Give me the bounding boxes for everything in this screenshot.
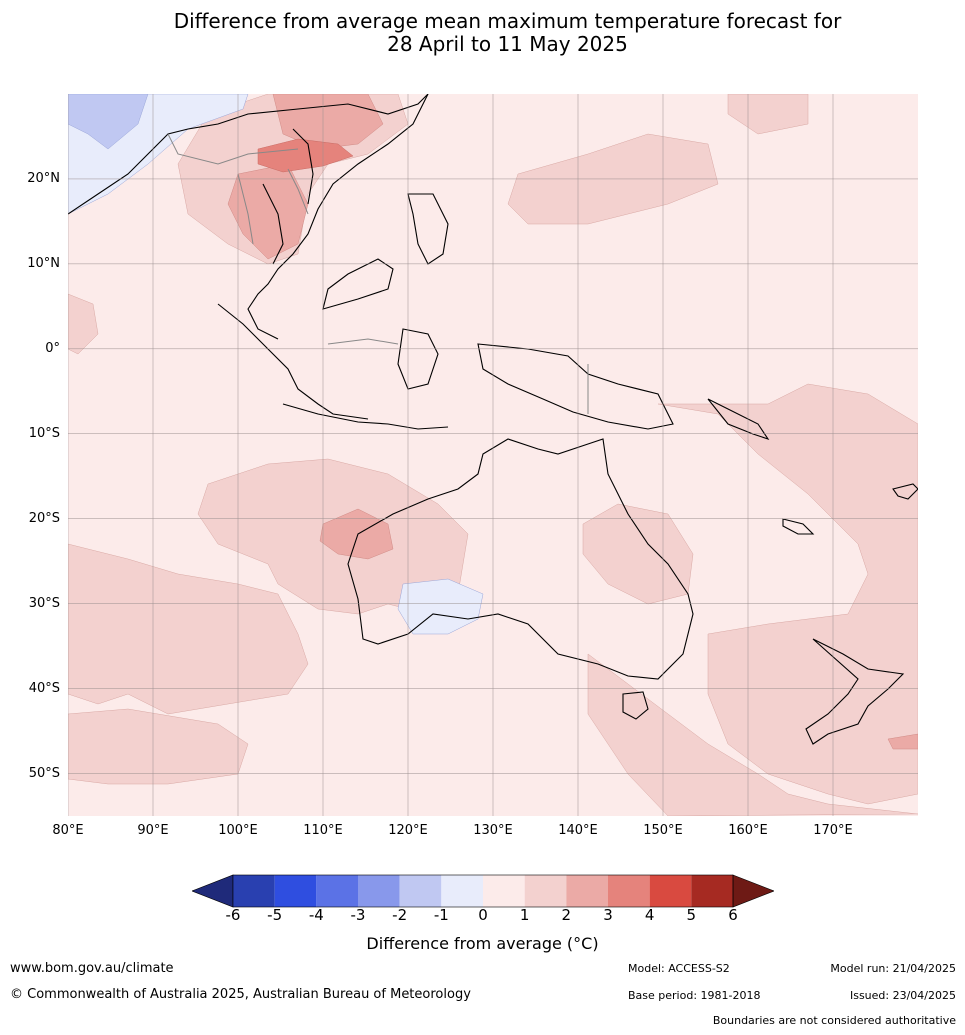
longitude-label: 140°E (558, 823, 598, 838)
colorbar-swatch (233, 875, 275, 907)
latitude-label: 10°S (28, 425, 60, 441)
latitude-label: 20°S (28, 510, 60, 526)
colorbar-low-extension (192, 874, 234, 908)
country-borders (167, 133, 589, 414)
longitude-label: 130°E (473, 823, 513, 838)
latitude-label: 50°S (28, 765, 60, 781)
footer-copyright: © Commonwealth of Australia 2025, Austra… (10, 987, 471, 1002)
colorbar-tick-label: -3 (350, 906, 366, 924)
longitude-label: 170°E (813, 823, 853, 838)
latitude-label: 10°N (27, 255, 60, 271)
anomaly-3-4-regions (257, 138, 354, 173)
colorbar-swatch (399, 875, 442, 907)
colorbar-tick-label: -2 (392, 906, 408, 924)
colorbar-swatch (316, 875, 358, 907)
colorbar-tick-label: 6 (728, 906, 738, 924)
longitude-label: 90°E (137, 823, 169, 838)
longitude-label: 160°E (728, 823, 768, 838)
longitude-label: 110°E (303, 823, 343, 838)
colorbar-label: Difference from average (°C) (366, 934, 599, 953)
colorbar-tick-label: 2 (561, 906, 572, 924)
colorbar (192, 874, 774, 908)
footer-url: www.bom.gov.au/climate (10, 961, 174, 976)
colorbar-swatch (358, 875, 400, 907)
footer-disclaimer: Boundaries are not considered authoritat… (712, 1014, 956, 1027)
colorbar-swatch (524, 875, 567, 907)
map-canvas (68, 94, 918, 816)
colorbar-tick-label: 4 (644, 906, 655, 924)
latitude-label: 0° (45, 340, 60, 356)
title-line-2: 28 April to 11 May 2025 (387, 32, 628, 56)
latitude-label: 20°N (27, 170, 60, 186)
colorbar-swatch (691, 875, 733, 907)
map-title: Difference from average mean maximum tem… (0, 10, 965, 56)
latitude-label: 40°S (28, 680, 60, 696)
colorbar-high-extension (732, 874, 774, 908)
longitude-label: 150°E (643, 823, 683, 838)
colorbar-tick-label: -4 (308, 906, 324, 924)
anomaly-2-3-regions (227, 94, 918, 750)
colorbar-tick-label: 0 (478, 906, 488, 924)
colorbar-swatch (483, 875, 525, 907)
colorbar-swatch (649, 875, 692, 907)
colorbar-tick-label: -5 (267, 906, 283, 924)
longitude-label: 100°E (218, 823, 258, 838)
title-line-1: Difference from average mean maximum tem… (173, 9, 842, 33)
colorbar-tick-label: -1 (433, 906, 449, 924)
graticule (68, 94, 918, 816)
footer-model: Model: ACCESS-S2 (628, 962, 730, 975)
footer-issued: Issued: 23/04/2025 (849, 989, 956, 1002)
colorbar-swatch (608, 875, 650, 907)
colorbar-swatch (274, 875, 317, 907)
forecast-map (68, 94, 918, 816)
longitude-label: 80°E (52, 823, 84, 838)
footer-model-run: Model run: 21/04/2025 (830, 962, 956, 975)
coastlines (68, 94, 918, 745)
colorbar-tick-label: -6 (225, 906, 241, 924)
latitude-label: 30°S (28, 595, 60, 611)
colorbar-swatch (566, 875, 608, 907)
footer-base-period: Base period: 1981-2018 (628, 989, 761, 1002)
colorbar-frame (232, 874, 734, 908)
colorbar-tick-label: 3 (603, 906, 613, 924)
colorbar-tick-label: 1 (519, 906, 530, 924)
colorbar-swatch (441, 875, 483, 907)
colorbar-tick-label: 5 (686, 906, 697, 924)
longitude-label: 120°E (388, 823, 428, 838)
